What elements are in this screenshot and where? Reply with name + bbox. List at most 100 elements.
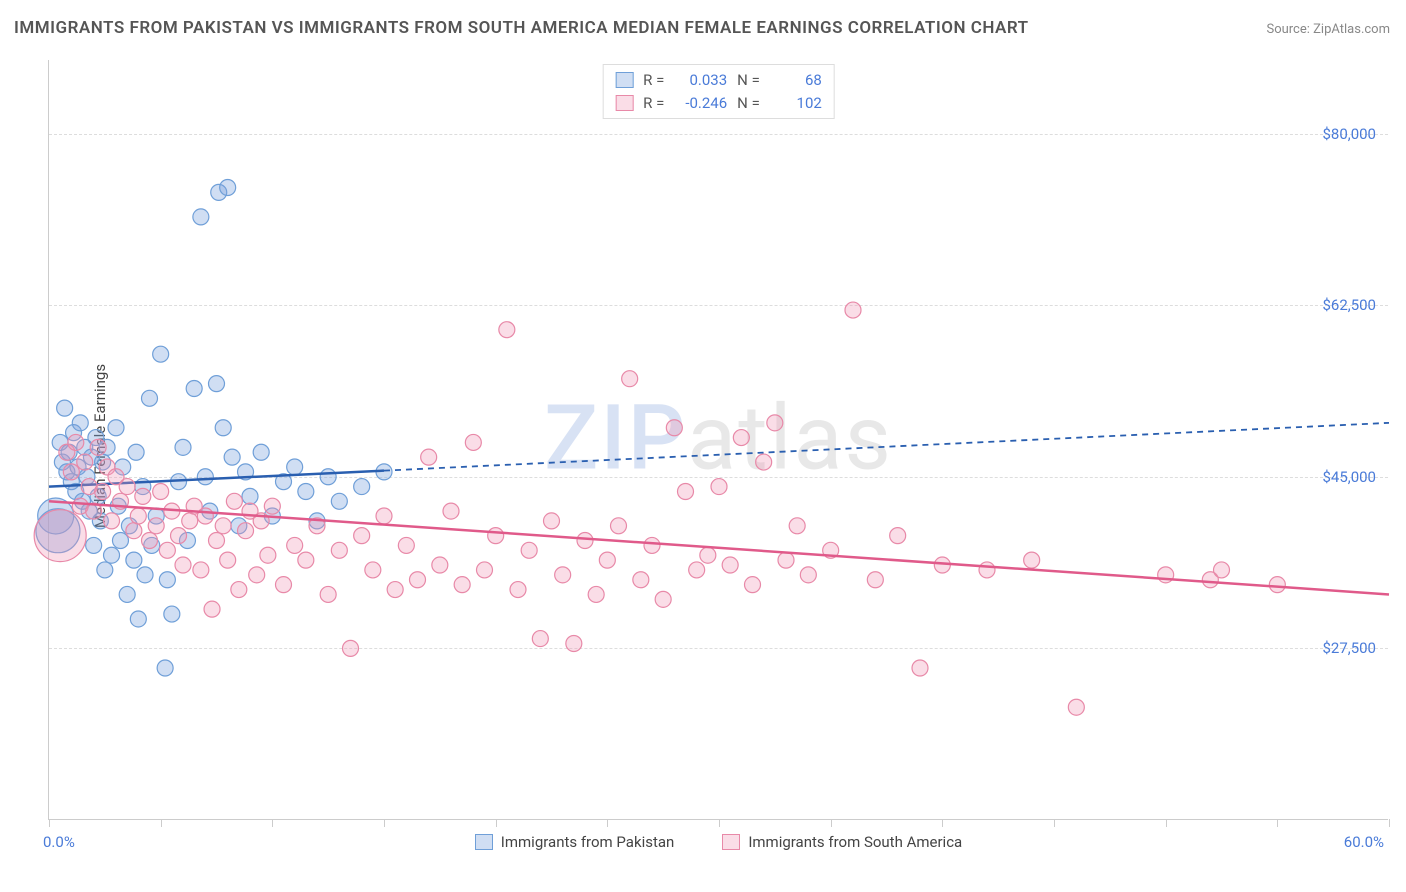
- scatter-point: [108, 420, 124, 436]
- x-tick: [1277, 819, 1278, 827]
- scatter-point: [264, 498, 280, 514]
- scatter-point: [789, 518, 805, 534]
- scatter-point: [510, 582, 526, 598]
- scatter-point: [193, 209, 209, 225]
- scatter-point: [733, 430, 749, 446]
- correlation-legend-row: R =0.033N =68: [615, 69, 822, 92]
- scatter-point: [126, 552, 142, 568]
- scatter-point: [1068, 699, 1084, 715]
- scatter-point: [376, 508, 392, 524]
- series-legend: Immigrants from PakistanImmigrants from …: [49, 833, 1388, 851]
- scatter-point: [242, 488, 258, 504]
- legend-swatch: [722, 834, 740, 850]
- scatter-point: [1024, 552, 1040, 568]
- scatter-point: [135, 488, 151, 504]
- series-legend-item: Immigrants from South America: [722, 833, 962, 851]
- scatter-point: [689, 562, 705, 578]
- scatter-plot-svg: [49, 60, 1388, 819]
- x-tick: [719, 819, 720, 827]
- scatter-point: [298, 483, 314, 499]
- scatter-point: [159, 542, 175, 558]
- scatter-point: [204, 601, 220, 617]
- scatter-point: [157, 660, 173, 676]
- scatter-point: [249, 567, 265, 583]
- scatter-point: [666, 420, 682, 436]
- chart-title: IMMIGRANTS FROM PAKISTAN VS IMMIGRANTS F…: [14, 18, 1029, 38]
- scatter-point: [90, 439, 106, 455]
- scatter-point: [890, 528, 906, 544]
- scatter-point: [555, 567, 571, 583]
- scatter-point: [119, 479, 135, 495]
- regression-line: [49, 501, 1389, 594]
- scatter-point: [128, 444, 144, 460]
- scatter-point: [700, 547, 716, 563]
- scatter-point: [387, 582, 403, 598]
- scatter-point: [220, 179, 236, 195]
- scatter-point: [622, 371, 638, 387]
- scatter-point: [231, 582, 247, 598]
- scatter-point: [398, 537, 414, 553]
- scatter-point: [711, 479, 727, 495]
- scatter-point: [34, 510, 86, 562]
- scatter-point: [171, 528, 187, 544]
- scatter-point: [298, 552, 314, 568]
- scatter-point: [175, 557, 191, 573]
- scatter-point: [354, 479, 370, 495]
- x-tick: [496, 819, 497, 827]
- scatter-point: [331, 542, 347, 558]
- scatter-point: [95, 483, 111, 499]
- x-tick: [942, 819, 943, 827]
- scatter-point: [104, 513, 120, 529]
- scatter-point: [287, 537, 303, 553]
- scatter-point: [126, 523, 142, 539]
- scatter-point: [209, 376, 225, 392]
- scatter-point: [331, 493, 347, 509]
- regression-line-extrapolated: [384, 423, 1389, 471]
- scatter-point: [354, 528, 370, 544]
- x-tick: [49, 819, 50, 827]
- scatter-point: [488, 528, 504, 544]
- scatter-point: [224, 449, 240, 465]
- scatter-point: [443, 503, 459, 519]
- scatter-point: [320, 586, 336, 602]
- legend-n-value: 68: [770, 69, 822, 92]
- correlation-legend: R =0.033N =68R =-0.246N =102: [602, 64, 835, 119]
- scatter-point: [845, 302, 861, 318]
- scatter-point: [722, 557, 738, 573]
- legend-n-label: N =: [737, 92, 760, 115]
- legend-r-value: -0.246: [675, 92, 727, 115]
- scatter-point: [253, 444, 269, 460]
- scatter-point: [611, 518, 627, 534]
- scatter-point: [767, 415, 783, 431]
- scatter-point: [260, 547, 276, 563]
- x-tick: [161, 819, 162, 827]
- correlation-legend-row: R =-0.246N =102: [615, 92, 822, 115]
- scatter-point: [142, 533, 158, 549]
- scatter-point: [119, 586, 135, 602]
- legend-n-label: N =: [737, 69, 760, 92]
- x-tick: [272, 819, 273, 827]
- scatter-point: [57, 400, 73, 416]
- scatter-point: [130, 508, 146, 524]
- scatter-point: [112, 533, 128, 549]
- scatter-point: [633, 572, 649, 588]
- scatter-point: [532, 631, 548, 647]
- legend-swatch: [615, 95, 633, 111]
- scatter-point: [1269, 577, 1285, 593]
- scatter-point: [544, 513, 560, 529]
- scatter-point: [238, 523, 254, 539]
- scatter-point: [142, 390, 158, 406]
- scatter-point: [566, 635, 582, 651]
- scatter-point: [432, 557, 448, 573]
- scatter-point: [182, 513, 198, 529]
- scatter-point: [153, 346, 169, 362]
- scatter-point: [153, 483, 169, 499]
- scatter-point: [175, 439, 191, 455]
- scatter-point: [499, 322, 515, 338]
- series-legend-label: Immigrants from South America: [748, 833, 962, 851]
- legend-r-value: 0.033: [675, 69, 727, 92]
- x-tick: [1389, 819, 1390, 827]
- scatter-point: [276, 577, 292, 593]
- scatter-point: [644, 537, 660, 553]
- scatter-point: [800, 567, 816, 583]
